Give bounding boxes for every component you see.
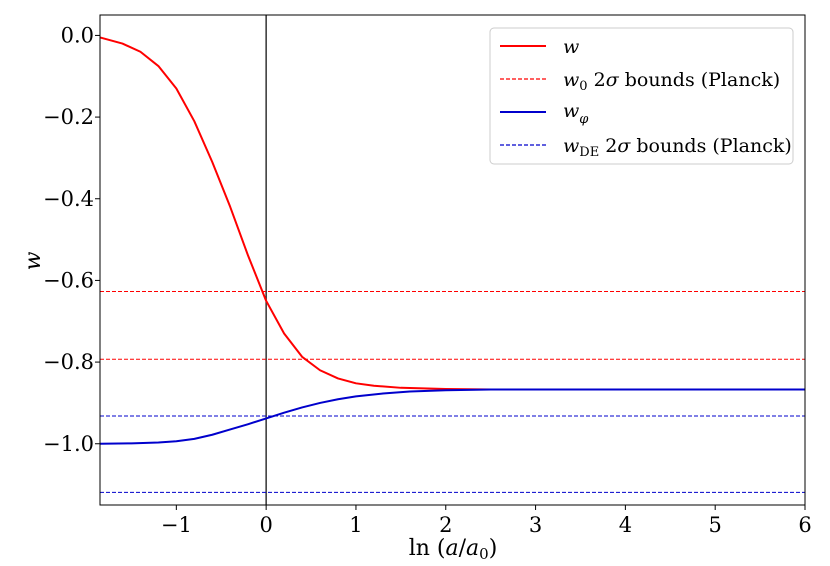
x-axis-ticks: −1 0 1 2 3 4 5 6 [161, 505, 812, 537]
plot-area [99, 15, 805, 505]
plot-frame [99, 14, 806, 506]
legend: w w0 2σ bounds (Planck) wφ wDE 2σ bounds… [489, 27, 794, 165]
x-tick-label: −1 [161, 513, 192, 537]
x-tick-label: 0 [259, 513, 272, 537]
x-tick-label: 1 [349, 513, 362, 537]
y-tick-label: −0.6 [43, 268, 94, 292]
x-axis-label-a: a [445, 536, 458, 561]
legend-label-wde-bounds: wDE 2σ bounds (Planck) [563, 135, 792, 160]
legend-box [489, 27, 794, 165]
y-axis-ticks: 0.0 −0.2 −0.4 −0.6 −0.8 −1.0 [43, 23, 100, 456]
y-tick-label: 0.0 [61, 23, 94, 47]
legend-label-w0-bounds: w0 2σ bounds (Planck) [563, 69, 780, 94]
x-tick-label: 6 [798, 513, 811, 537]
legend-label-w: w [563, 36, 579, 58]
series-line-1 [99, 388, 805, 445]
y-tick-label: −0.4 [43, 187, 94, 211]
y-tick-label: −0.8 [43, 350, 94, 374]
y-tick-label: −0.2 [43, 105, 94, 129]
x-tick-label: 2 [439, 513, 452, 537]
x-axis-label-sub: 0 [479, 545, 489, 563]
x-axis-label-slash: / [459, 536, 467, 561]
x-axis-label-a0: a [466, 536, 479, 561]
x-axis-label-prefix: ln ( [409, 536, 446, 561]
y-axis-label: w [21, 251, 46, 270]
x-tick-label: 3 [529, 513, 542, 537]
y-tick-label: −1.0 [43, 432, 94, 456]
x-axis-label-close: ) [489, 536, 498, 561]
legend-label-wphi: wφ [563, 100, 589, 127]
x-tick-label: 4 [619, 513, 632, 537]
x-tick-label: 5 [709, 513, 722, 537]
x-axis-label: ln (a/a0) [409, 536, 498, 563]
